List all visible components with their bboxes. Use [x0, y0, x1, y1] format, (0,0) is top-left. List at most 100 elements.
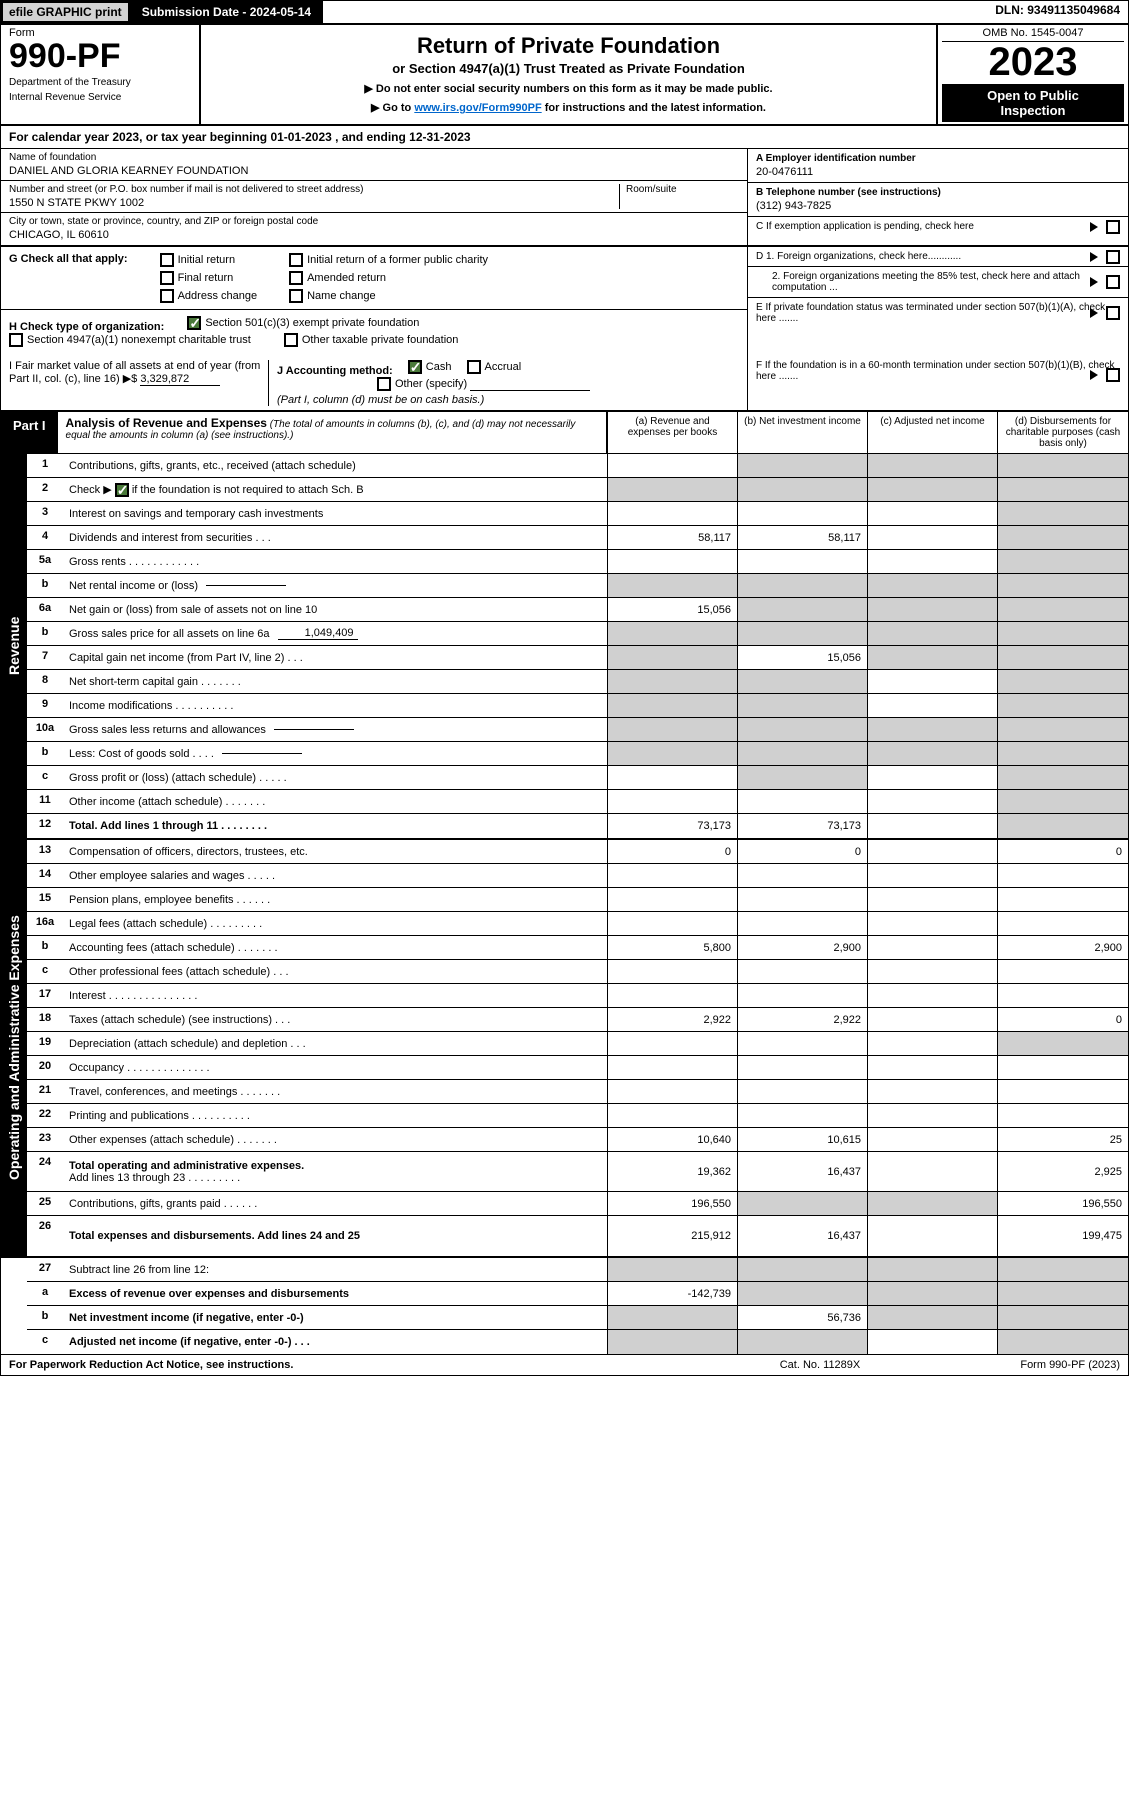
e-checkbox[interactable] — [1106, 306, 1120, 320]
line-desc: Capital gain net income (from Part IV, l… — [63, 646, 608, 669]
efile-print-button[interactable]: efile GRAPHIC print — [1, 1, 130, 23]
cell-b: 56,736 — [738, 1306, 868, 1329]
g-initial-checkbox[interactable] — [160, 253, 174, 267]
dept-treasury: Department of the Treasury — [9, 77, 191, 88]
room-label: Room/suite — [626, 184, 739, 195]
h-other-checkbox[interactable] — [284, 333, 298, 347]
cell-a — [608, 718, 738, 741]
cell-a: 215,912 — [608, 1216, 738, 1256]
cell-b: 0 — [738, 840, 868, 863]
cell-d: 0 — [998, 840, 1128, 863]
cell-b — [738, 694, 868, 717]
name-label: Name of foundation — [9, 152, 739, 163]
cell-c — [868, 1080, 998, 1103]
cell-c — [868, 1152, 998, 1191]
j-cash-checkbox[interactable] — [408, 360, 422, 374]
g-name-checkbox[interactable] — [289, 289, 303, 303]
cell-d — [998, 598, 1128, 621]
cell-b — [738, 984, 868, 1007]
j-other-input[interactable] — [470, 390, 590, 391]
inline-input[interactable] — [222, 753, 302, 754]
cell-c — [868, 936, 998, 959]
line-desc: Gross sales price for all assets on line… — [63, 622, 608, 645]
cell-b — [738, 1258, 868, 1281]
g-address-checkbox[interactable] — [160, 289, 174, 303]
cell-a: 2,922 — [608, 1008, 738, 1031]
cell-a: 0 — [608, 840, 738, 863]
d2-label: 2. Foreign organizations meeting the 85%… — [772, 271, 1080, 293]
cell-a — [608, 1104, 738, 1127]
ein-value: 20-0476111 — [756, 166, 1120, 178]
g-final-checkbox[interactable] — [160, 271, 174, 285]
i-value: 3,329,872 — [140, 373, 220, 386]
cell-d — [998, 1032, 1128, 1055]
cell-d — [998, 742, 1128, 765]
j-label: J Accounting method: — [277, 365, 393, 377]
h-4947-checkbox[interactable] — [9, 333, 23, 347]
calendar-year-row: For calendar year 2023, or tax year begi… — [1, 126, 1128, 149]
cell-a — [608, 1056, 738, 1079]
col-a-head: (a) Revenue and expenses per books — [608, 412, 738, 453]
cell-d — [998, 1306, 1128, 1329]
cell-a: -142,739 — [608, 1282, 738, 1305]
cat-number: Cat. No. 11289X — [720, 1359, 920, 1371]
schb-checkbox[interactable] — [115, 483, 129, 497]
form-subtitle: or Section 4947(a)(1) Trust Treated as P… — [213, 61, 924, 76]
cell-a — [608, 1080, 738, 1103]
h-501c3-checkbox[interactable] — [187, 316, 201, 330]
cell-b — [738, 478, 868, 501]
d1-checkbox[interactable] — [1106, 250, 1120, 264]
j-accrual-checkbox[interactable] — [467, 360, 481, 374]
cell-c — [868, 454, 998, 477]
f-checkbox[interactable] — [1106, 368, 1120, 382]
cell-c — [868, 984, 998, 1007]
cell-d — [998, 1080, 1128, 1103]
cell-b — [738, 1282, 868, 1305]
cell-b — [738, 598, 868, 621]
cell-b — [738, 888, 868, 911]
irs-link[interactable]: www.irs.gov/Form990PF — [414, 102, 541, 114]
line-desc: Legal fees (attach schedule) . . . . . .… — [63, 912, 608, 935]
cell-a — [608, 502, 738, 525]
open-public-badge: Open to Public Inspection — [942, 84, 1124, 122]
line-num: 21 — [27, 1080, 63, 1103]
cell-b — [738, 1032, 868, 1055]
g-former-checkbox[interactable] — [289, 253, 303, 267]
line-num: 17 — [27, 984, 63, 1007]
cell-c — [868, 864, 998, 887]
open-public-1: Open to Public — [944, 88, 1122, 103]
cell-d — [998, 454, 1128, 477]
ein-label: A Employer identification number — [756, 153, 1120, 164]
top-bar: efile GRAPHIC print Submission Date - 20… — [1, 1, 1128, 25]
g-opt-5: Name change — [307, 290, 376, 302]
cell-a — [608, 1306, 738, 1329]
cell-c — [868, 598, 998, 621]
h-opt-2: Section 4947(a)(1) nonexempt charitable … — [27, 334, 251, 346]
inline-input[interactable] — [274, 729, 354, 730]
cell-a: 73,173 — [608, 814, 738, 838]
j-other-checkbox[interactable] — [377, 377, 391, 391]
cell-d — [998, 622, 1128, 645]
cell-d — [998, 960, 1128, 983]
cell-c — [868, 574, 998, 597]
cell-d — [998, 550, 1128, 573]
line-num: b — [27, 936, 63, 959]
line-num: 6a — [27, 598, 63, 621]
cell-d — [998, 502, 1128, 525]
line-num: 20 — [27, 1056, 63, 1079]
inline-input[interactable] — [206, 585, 286, 586]
cell-a: 196,550 — [608, 1192, 738, 1215]
g-amended-checkbox[interactable] — [289, 271, 303, 285]
line-desc: Total operating and administrative expen… — [63, 1152, 608, 1191]
foundation-name: DANIEL AND GLORIA KEARNEY FOUNDATION — [9, 165, 739, 177]
line-num: c — [27, 960, 63, 983]
exemption-checkbox[interactable] — [1106, 220, 1120, 234]
cell-c — [868, 960, 998, 983]
cell-a — [608, 864, 738, 887]
cell-a — [608, 622, 738, 645]
g-opt-4: Amended return — [307, 272, 386, 284]
line-desc: Excess of revenue over expenses and disb… — [63, 1282, 608, 1305]
cell-c — [868, 622, 998, 645]
d2-checkbox[interactable] — [1106, 275, 1120, 289]
line-num: 22 — [27, 1104, 63, 1127]
